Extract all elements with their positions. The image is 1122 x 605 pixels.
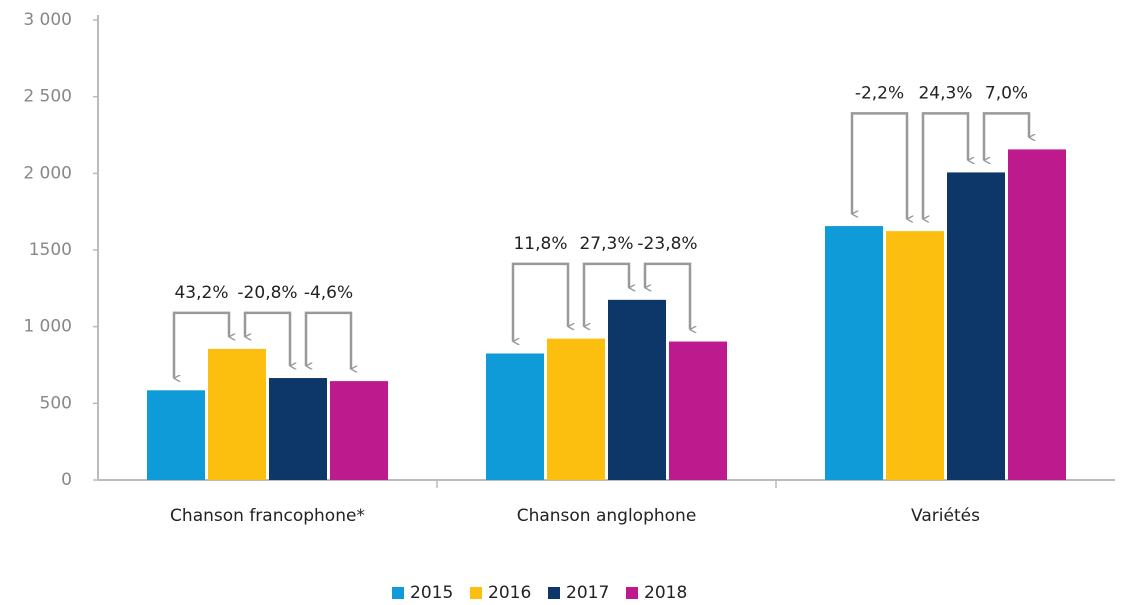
y-tick-label: 0 bbox=[61, 470, 72, 490]
change-label: -23,8% bbox=[637, 234, 697, 254]
y-tick-label: 2 500 bbox=[23, 87, 72, 107]
bar bbox=[486, 353, 544, 480]
change-arrow bbox=[982, 112, 1029, 160]
change-label: 24,3% bbox=[918, 83, 972, 103]
legend-swatch bbox=[548, 587, 560, 599]
change-label: 43,2% bbox=[174, 283, 228, 303]
change-arrow bbox=[582, 262, 629, 327]
legend-label: 2016 bbox=[488, 583, 531, 603]
bar bbox=[208, 348, 266, 480]
change-label: 11,8% bbox=[513, 234, 567, 254]
legend-label: 2017 bbox=[566, 583, 609, 603]
change-label: 27,3% bbox=[579, 234, 633, 254]
change-label: -20,8% bbox=[237, 283, 297, 303]
change-arrow bbox=[304, 311, 351, 369]
legend-swatch bbox=[392, 587, 404, 599]
bar bbox=[886, 231, 944, 480]
legend-label: 2018 bbox=[644, 583, 687, 603]
y-tick-label: 2 000 bbox=[23, 163, 72, 183]
change-arrow bbox=[243, 311, 290, 366]
bar bbox=[269, 378, 327, 480]
x-tick-label: Variétés bbox=[911, 506, 980, 526]
x-tick-label: Chanson francophone* bbox=[170, 506, 365, 526]
bar bbox=[1008, 149, 1066, 480]
change-arrow bbox=[511, 262, 568, 342]
bar bbox=[147, 390, 205, 480]
bar bbox=[669, 341, 727, 480]
change-label: 7,0% bbox=[985, 83, 1028, 103]
change-arrow bbox=[643, 262, 690, 330]
bar bbox=[330, 381, 388, 480]
y-tick-label: 1 000 bbox=[23, 317, 72, 337]
change-arrow bbox=[172, 311, 229, 378]
legend-swatch bbox=[470, 587, 482, 599]
bar bbox=[947, 172, 1005, 480]
y-tick-label: 3 000 bbox=[23, 10, 72, 30]
change-arrow bbox=[850, 112, 907, 219]
bar bbox=[608, 299, 666, 480]
y-tick-label: 1500 bbox=[29, 240, 72, 260]
bar bbox=[825, 226, 883, 480]
change-label: -2,2% bbox=[855, 83, 904, 103]
change-arrow bbox=[921, 112, 968, 219]
legend-label: 2015 bbox=[410, 583, 453, 603]
legend-swatch bbox=[626, 587, 638, 599]
bar bbox=[547, 338, 605, 480]
x-tick-label: Chanson anglophone bbox=[517, 506, 697, 526]
change-label: -4,6% bbox=[304, 283, 353, 303]
y-tick-label: 500 bbox=[40, 393, 72, 413]
